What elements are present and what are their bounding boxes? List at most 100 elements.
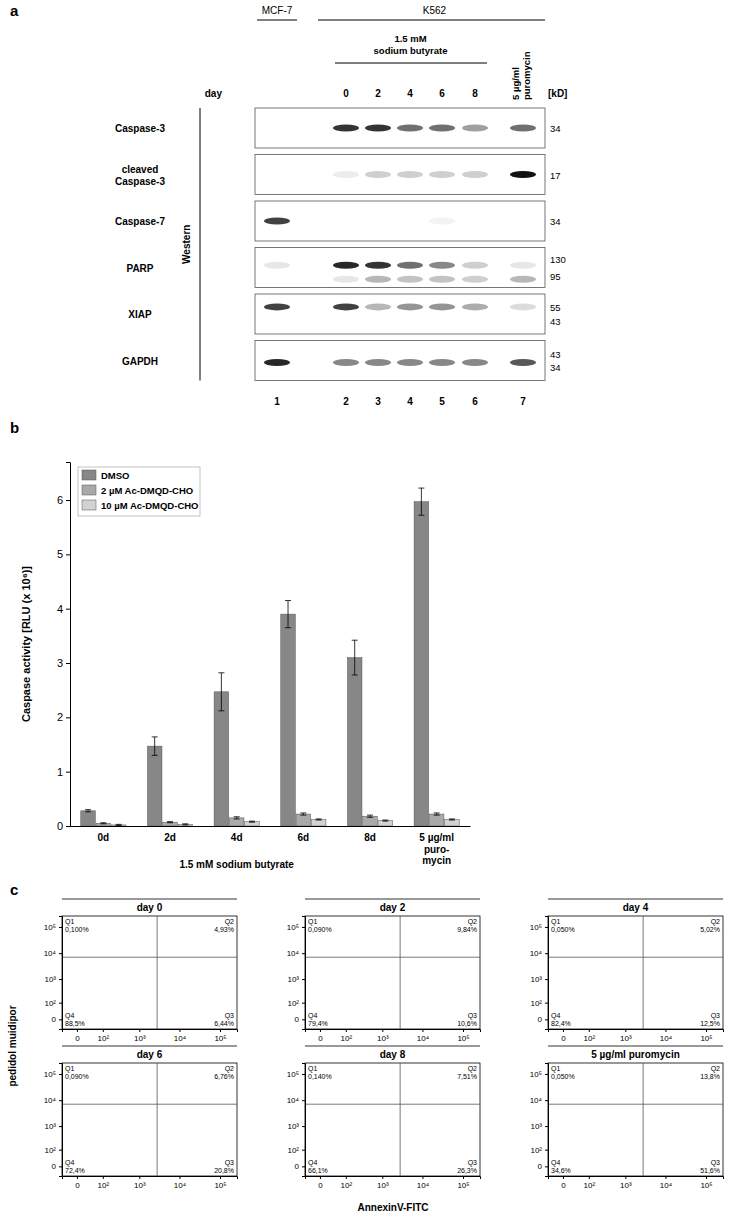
band xyxy=(333,125,359,132)
y-axis-tick-label: 3 xyxy=(57,657,63,669)
day-number: 2 xyxy=(375,88,381,99)
band xyxy=(429,262,455,269)
y-axis-tick-mark xyxy=(545,927,548,928)
band xyxy=(397,262,423,269)
error-bar xyxy=(449,819,455,820)
y-axis-tick-mark xyxy=(545,1019,548,1020)
x-axis-tick-label: 0 xyxy=(561,1181,566,1190)
x-axis-tick-label: 10⁵ xyxy=(214,1034,226,1043)
bar xyxy=(178,824,193,826)
error-cap xyxy=(449,818,455,819)
quadrant-percent: 26,3% xyxy=(457,1167,477,1174)
x-axis-line xyxy=(549,1030,724,1033)
x-axis-tick-label: 10⁵ xyxy=(700,1034,712,1043)
y-axis-tick-mark xyxy=(59,1166,62,1167)
day-number: 8 xyxy=(472,88,478,99)
control-label: 5 µg/mlpuromycin xyxy=(510,51,532,100)
x-tick-label-line: 5 µg/ml xyxy=(419,832,454,843)
band xyxy=(462,359,488,366)
error-cap xyxy=(418,488,424,489)
x-axis-tick-mark xyxy=(77,1176,78,1179)
error-bar xyxy=(316,819,322,820)
bar xyxy=(111,825,126,826)
error-cap xyxy=(167,821,173,822)
y-axis-tick: 10² xyxy=(44,1146,62,1155)
x-axis-tick: 10⁵ xyxy=(700,1176,712,1190)
blot-row: cleavedCaspase-317 xyxy=(115,155,561,195)
gate-line xyxy=(305,1104,480,1105)
plot-frame xyxy=(548,916,723,1029)
kd-marker: 130 xyxy=(550,254,566,265)
x-axis-tick-mark xyxy=(563,1176,564,1179)
band xyxy=(333,303,359,310)
x-axis-tick-label: 10⁴ xyxy=(174,1181,187,1190)
x-tick-label-line: mycin xyxy=(422,855,451,866)
y-axis-tick-label: 10⁵ xyxy=(530,923,542,932)
x-axis-tick-label: 10³ xyxy=(134,1034,146,1043)
y-axis-tick: 0 xyxy=(52,1015,62,1024)
error-cap xyxy=(300,812,306,813)
band xyxy=(365,276,391,283)
x-axis-tick-label: 0 xyxy=(318,1181,323,1190)
x-axis-tick: 10² xyxy=(584,1029,596,1043)
y-axis-tick-mark xyxy=(66,717,70,718)
x-axis-tick: 0 xyxy=(75,1029,80,1043)
band xyxy=(429,276,455,283)
y-axis-tick-mark xyxy=(66,609,70,610)
error-bar xyxy=(418,488,424,515)
y-axis-tick: 2 xyxy=(57,711,70,723)
lane-number: 4 xyxy=(407,396,413,407)
title-line xyxy=(62,1046,237,1047)
y-axis-tick: 0 xyxy=(52,1162,62,1171)
day-number: 4 xyxy=(407,88,413,99)
x-axis-tick-mark xyxy=(665,1029,666,1032)
y-axis-tick-label: 0 xyxy=(538,1015,543,1024)
quadrant-percent: 10,6% xyxy=(457,1020,477,1027)
panel-label: a xyxy=(10,2,19,19)
quadrant-percent: 4,93% xyxy=(214,926,234,933)
quadrant-name: Q4 xyxy=(65,1012,74,1020)
error-cap xyxy=(367,815,373,816)
quadrant-name: Q3 xyxy=(225,1012,234,1020)
quadrant-percent: 5,02% xyxy=(700,926,720,933)
y-axis-tick-label: 10³ xyxy=(287,975,299,984)
panel-c: cday 0010²10³10⁴10⁵010²10³10⁴10⁵Q10,100%… xyxy=(7,881,724,1213)
blot-frame xyxy=(255,341,545,381)
band xyxy=(510,359,536,366)
band xyxy=(429,171,455,178)
x-axis-tick-label: 10³ xyxy=(134,1181,146,1190)
y-axis-tick: 10² xyxy=(287,1146,305,1155)
x-axis-tick-mark xyxy=(220,1029,221,1032)
x-axis-tick-label: 10⁴ xyxy=(417,1034,430,1043)
row-label-line: Caspase-3 xyxy=(115,123,165,134)
x-axis-tick: 10⁴ xyxy=(174,1176,187,1190)
lane-group-line xyxy=(257,20,297,21)
kd-marker: 34 xyxy=(550,362,561,373)
x-axis-tick-mark xyxy=(706,1176,707,1179)
bar xyxy=(378,821,393,826)
legend-entry: 2 µM Ac-DMQD-CHO xyxy=(101,485,193,496)
quadrant-percent: 9,84% xyxy=(457,926,477,933)
x-axis-tick: 10⁵ xyxy=(214,1029,226,1043)
plot-area xyxy=(62,916,237,1029)
x-axis-tick-label: 10³ xyxy=(620,1034,632,1043)
gate-line xyxy=(548,957,723,958)
x-axis-tick: 5 µg/mlpuro-mycin xyxy=(419,826,454,866)
kd-marker: 43 xyxy=(550,316,561,327)
y-axis-tick-mark xyxy=(302,979,305,980)
panel-b: b01234560d2d4d6d8d5 µg/mlpuro-mycinCaspa… xyxy=(10,419,471,870)
y-axis-tick-mark xyxy=(59,927,62,928)
y-axis-tick-mark xyxy=(302,1150,305,1151)
plot-title: day 6 xyxy=(137,1049,163,1060)
error-bar xyxy=(85,810,91,812)
error-bar xyxy=(167,822,173,823)
y-axis-tick: 0 xyxy=(538,1162,548,1171)
y-axis-tick-label: 2 xyxy=(57,711,63,723)
lane-number: 2 xyxy=(343,396,349,407)
x-axis-tick-mark xyxy=(422,1176,423,1179)
y-axis-tick-label: 10³ xyxy=(287,1122,299,1131)
row-label-line: PARP xyxy=(126,263,153,274)
band xyxy=(264,218,290,225)
x-axis-tick-mark xyxy=(139,1176,140,1179)
quadrant-percent: 13,8% xyxy=(700,1073,720,1080)
